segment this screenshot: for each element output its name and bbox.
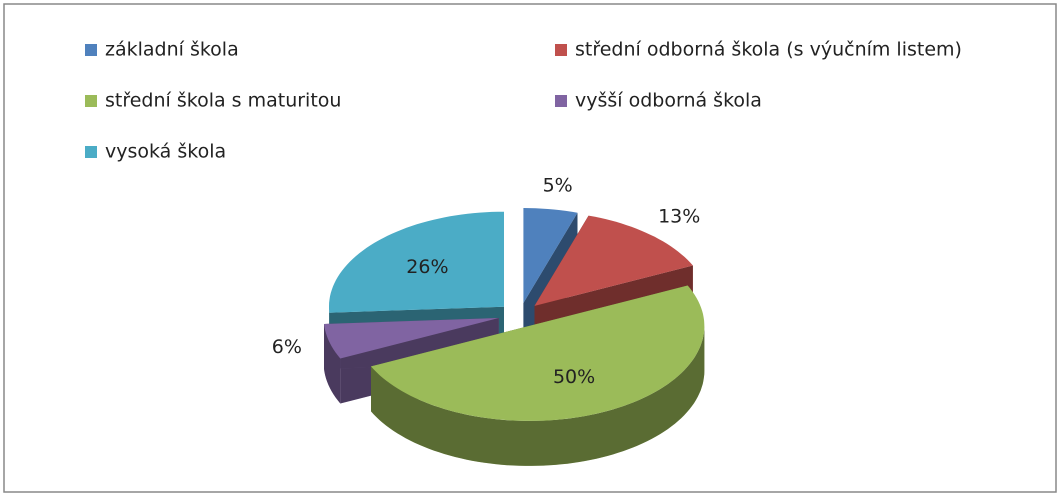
data-label: 50%	[553, 366, 595, 388]
legend-swatch	[555, 95, 567, 107]
slice-side	[371, 325, 705, 466]
legend-label: střední odborná škola (s výučním listem)	[575, 39, 962, 61]
data-label: 6%	[272, 336, 302, 358]
slice	[371, 285, 705, 421]
data-label: 26%	[406, 256, 448, 278]
data-label: 13%	[658, 205, 700, 227]
slice-side-shade	[371, 325, 705, 466]
legend-swatch	[85, 95, 97, 107]
legend-label: střední škola s maturitou	[105, 90, 341, 112]
legend-swatch	[85, 44, 97, 56]
data-label: 5%	[543, 174, 573, 196]
legend-swatch	[555, 44, 567, 56]
slice	[534, 215, 693, 306]
slice	[324, 318, 499, 359]
legend-label: základní škola	[105, 39, 239, 61]
slice	[329, 211, 504, 313]
slice-side-shade	[324, 324, 341, 404]
slice-side	[324, 324, 341, 404]
legend-label: vyšší odborná škola	[575, 90, 762, 112]
legend-swatch	[85, 146, 97, 158]
slice	[523, 208, 578, 303]
legend-label: vysoká škola	[105, 141, 226, 163]
